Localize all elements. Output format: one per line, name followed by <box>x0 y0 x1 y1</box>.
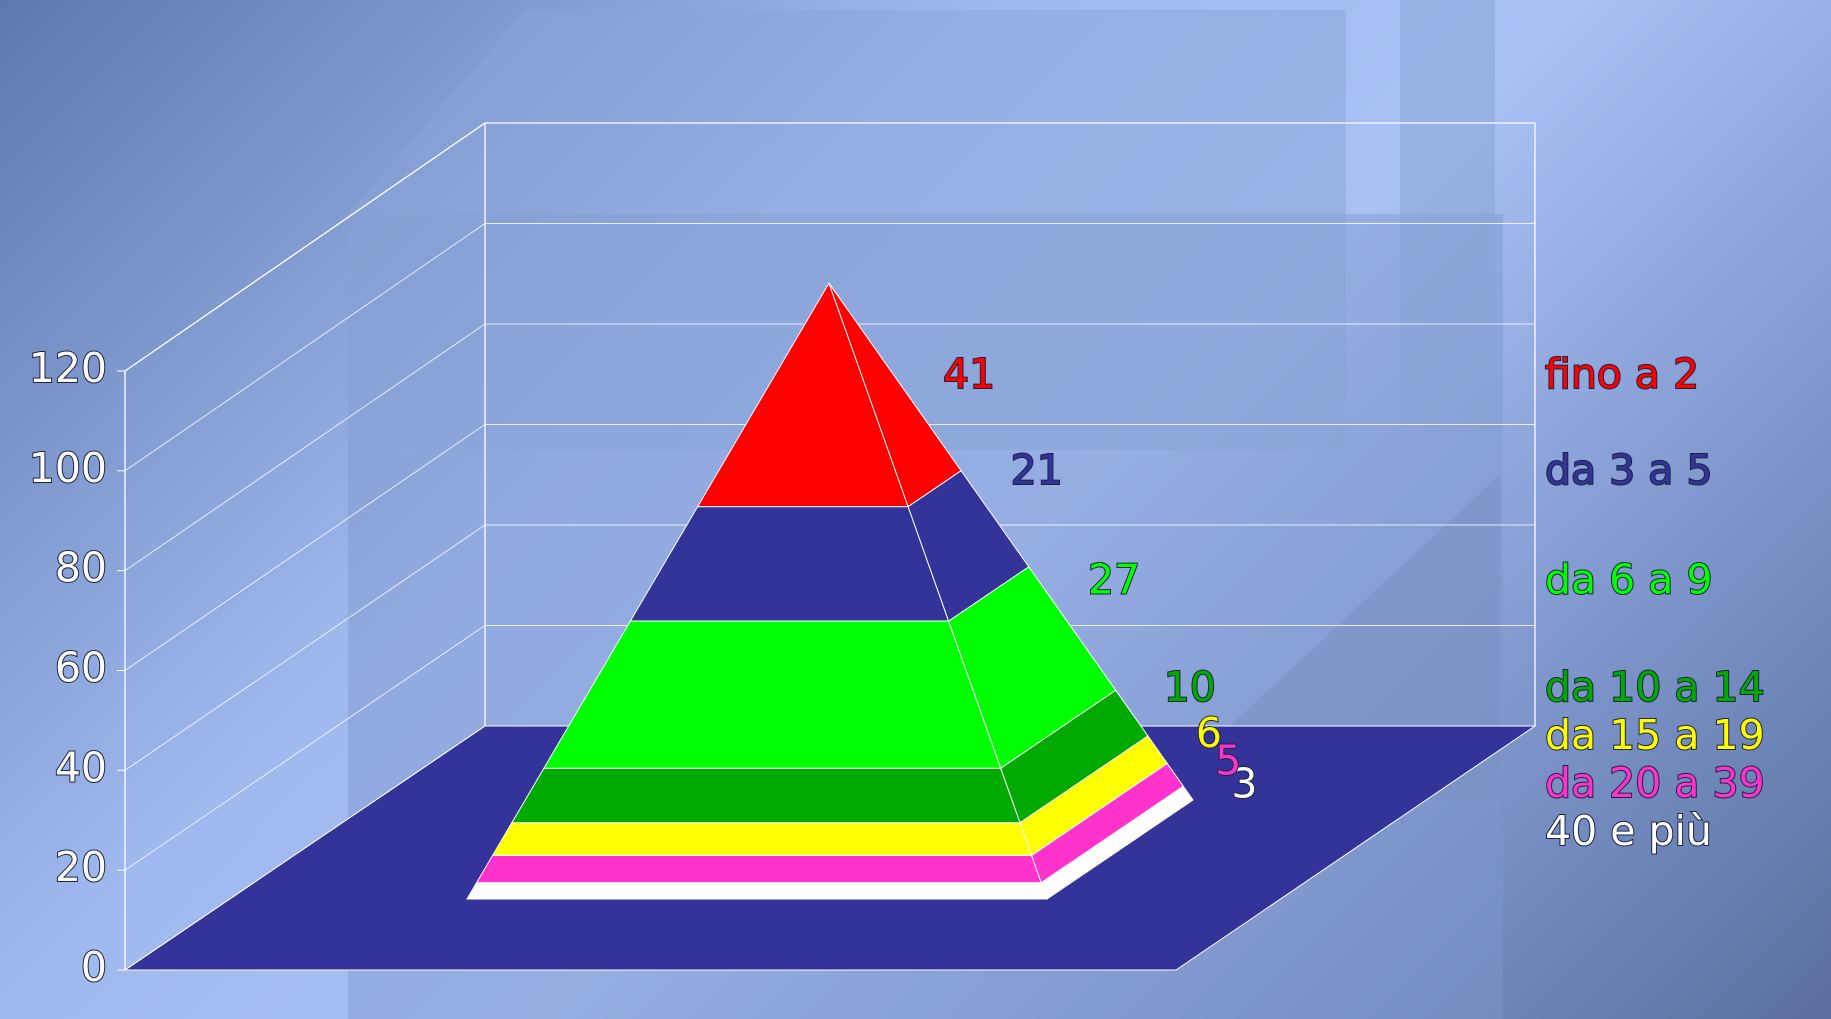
value-label: 5 <box>1215 736 1241 784</box>
legend-label: da 10 a 14 <box>1545 663 1765 711</box>
value-label: 6 <box>1196 709 1222 757</box>
pyramid-front <box>475 854 1042 884</box>
pyramid-side <box>828 282 962 508</box>
y-tick-label: 40 <box>55 743 107 791</box>
pyramid-front <box>466 882 1048 900</box>
grid-line <box>124 122 1535 372</box>
value-label: 41 <box>943 350 995 398</box>
legend-label: da 6 a 9 <box>1545 556 1713 604</box>
y-tick-label: 100 <box>29 444 107 492</box>
y-tick-label: 120 <box>29 344 107 392</box>
grid-line <box>124 323 1535 572</box>
y-tick-label: 20 <box>55 843 107 891</box>
value-label: 27 <box>1088 556 1140 604</box>
pyramid-front <box>510 767 1021 824</box>
grid-line <box>124 524 1535 771</box>
legend-label: da 20 a 39 <box>1545 759 1765 807</box>
legend-label: da 15 a 19 <box>1545 711 1765 759</box>
legend-label: fino a 2 <box>1545 350 1699 398</box>
pyramid-front <box>491 822 1033 856</box>
y-tick-label: 0 <box>81 943 107 991</box>
value-label: 21 <box>1011 446 1063 494</box>
value-label: 10 <box>1164 663 1216 711</box>
grid-line <box>124 625 1535 871</box>
grid-line <box>124 223 1535 472</box>
background-shape <box>348 10 1346 450</box>
legend-label: da 3 a 5 <box>1545 446 1713 494</box>
y-tick-label: 80 <box>55 544 107 592</box>
background-shape <box>1150 475 1500 800</box>
grid-line <box>124 424 1535 671</box>
grid-line <box>124 725 1535 971</box>
legend-label: 40 e più <box>1545 807 1712 855</box>
y-tick-label: 60 <box>55 644 107 692</box>
background-shape <box>1400 0 1495 420</box>
value-label: 3 <box>1231 759 1257 807</box>
